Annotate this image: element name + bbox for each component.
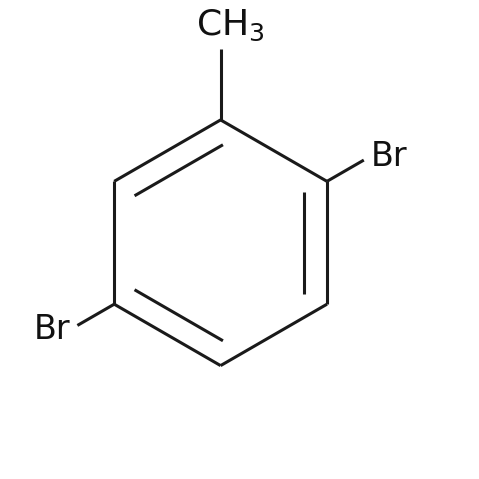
Text: Br: Br: [371, 140, 408, 173]
Text: CH$_3$: CH$_3$: [196, 8, 264, 44]
Text: Br: Br: [34, 313, 70, 346]
